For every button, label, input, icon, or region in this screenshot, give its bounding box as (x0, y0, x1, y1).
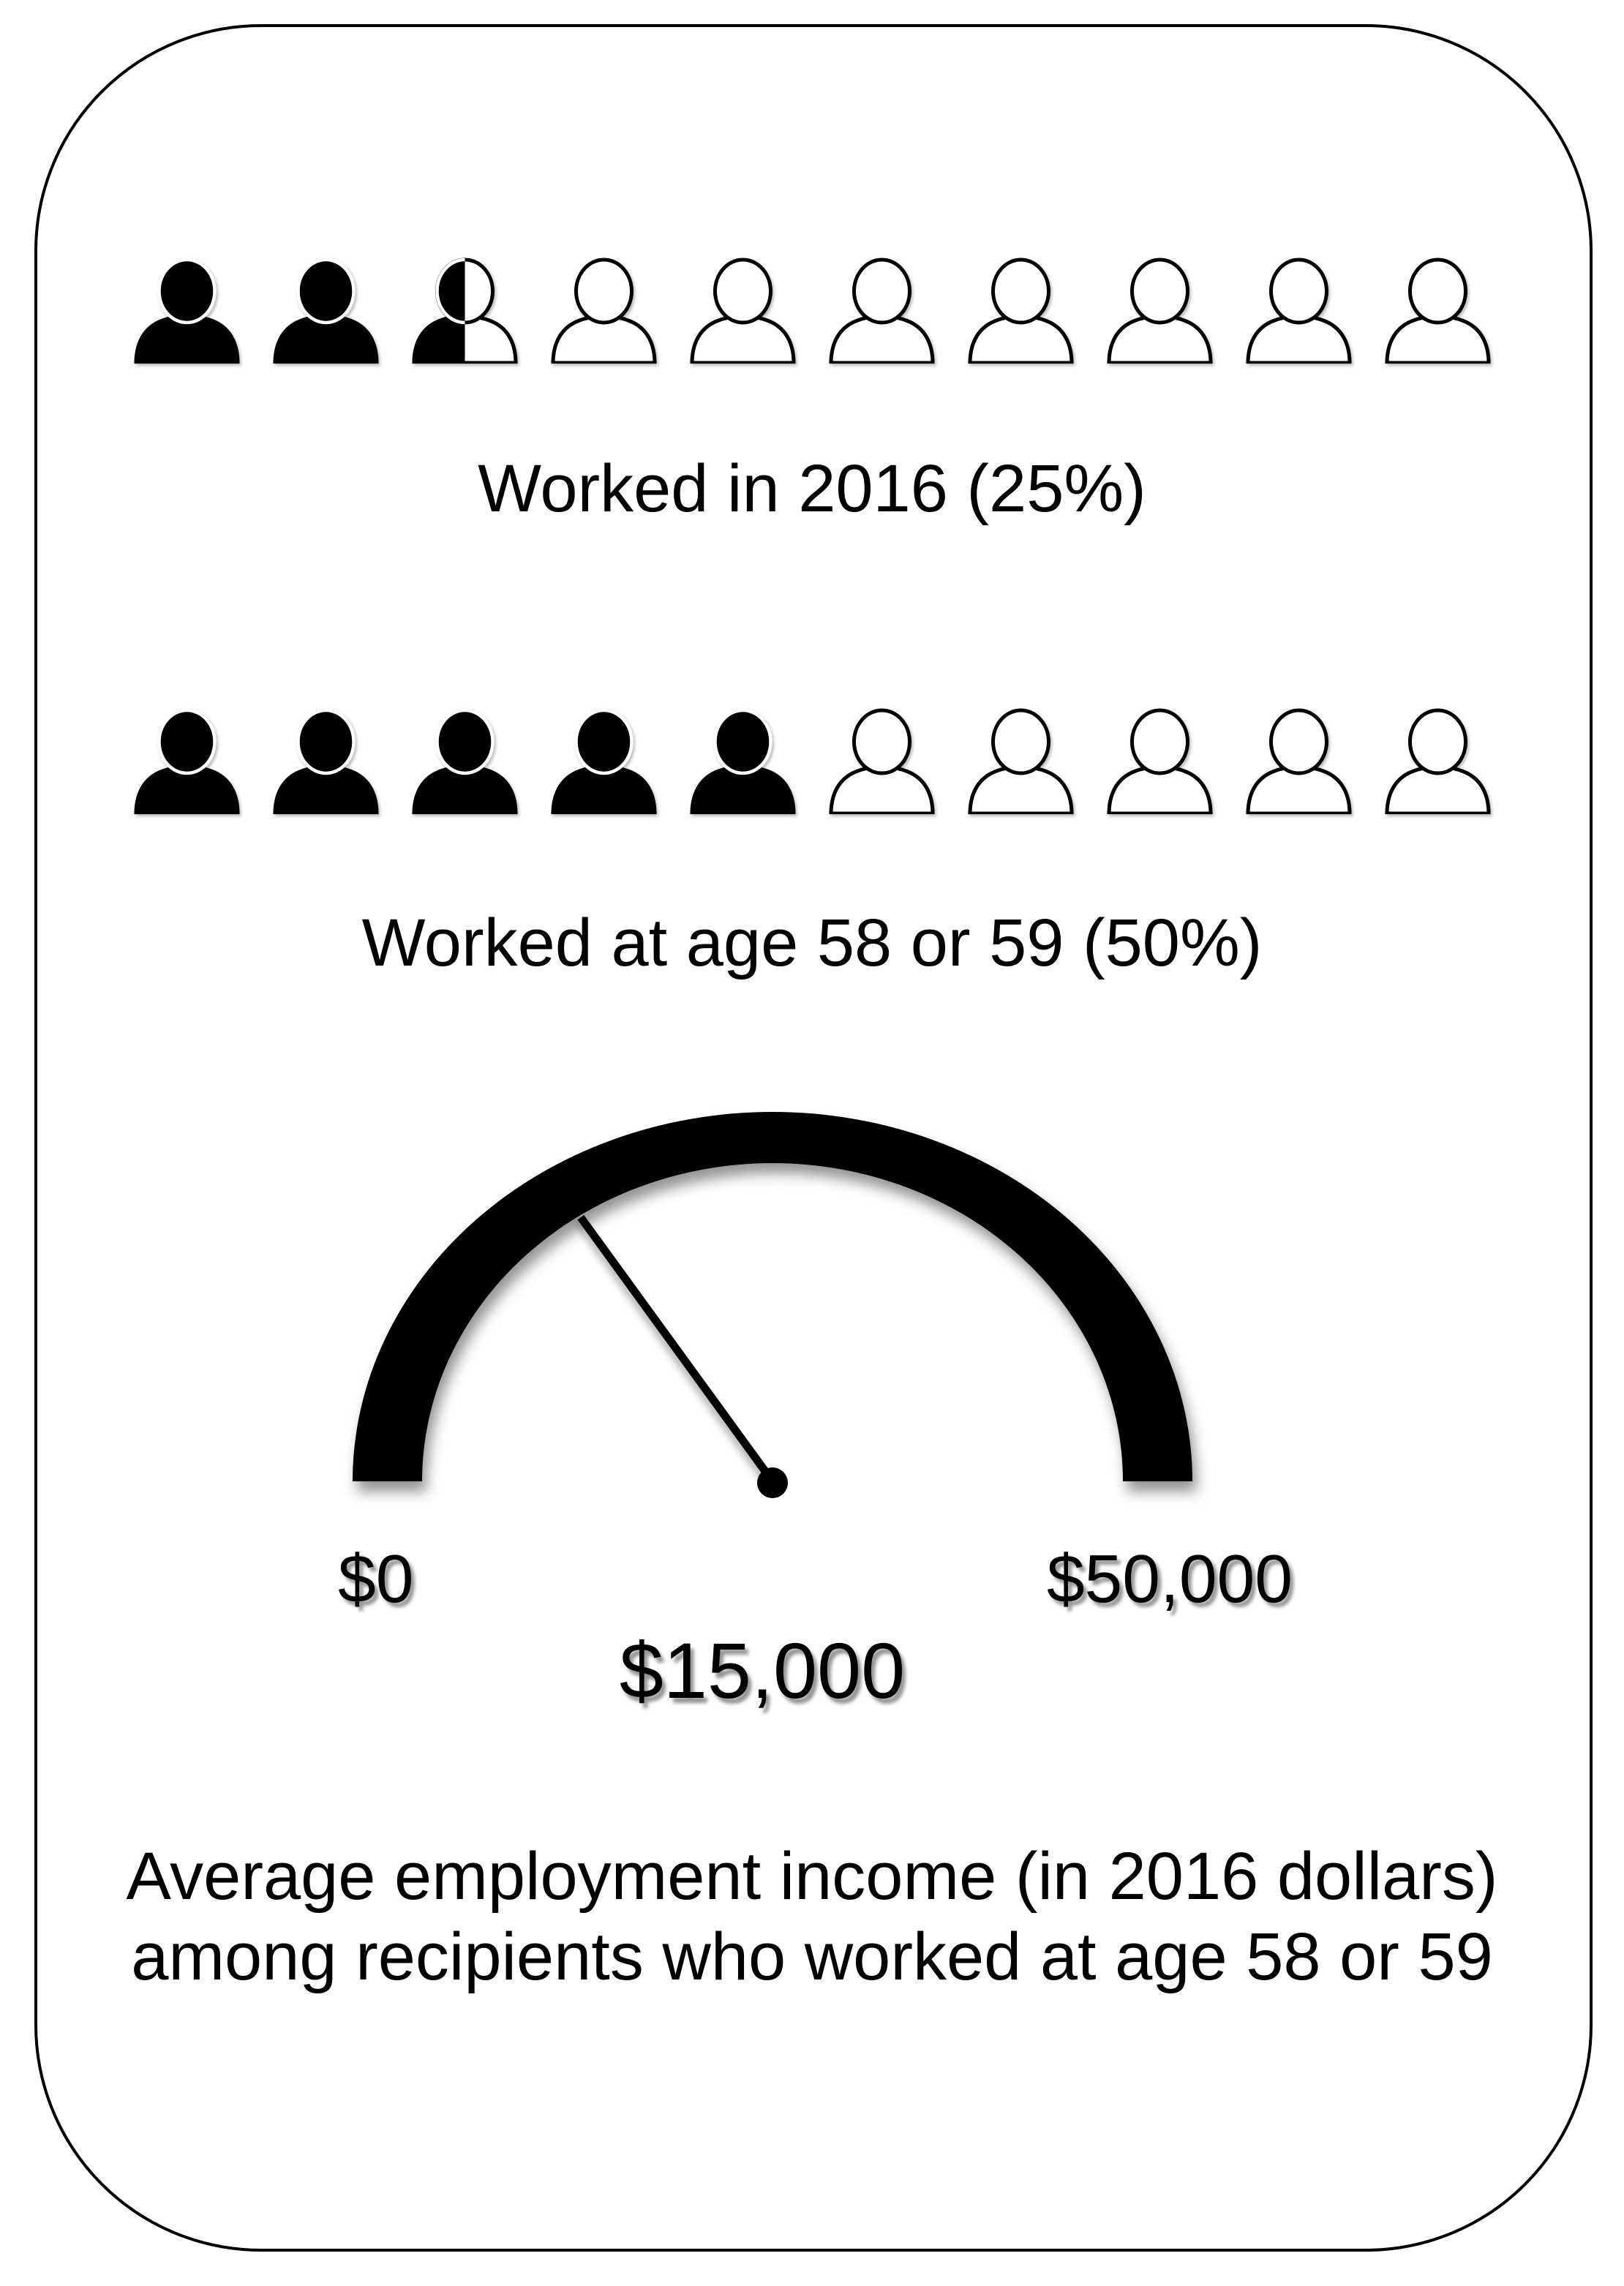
person-icon-outline (829, 708, 935, 814)
income-gauge (353, 1112, 1192, 1498)
person-icon-outline (1385, 708, 1491, 814)
gauge-needle-group (577, 1214, 776, 1484)
person-icon-filled (273, 708, 379, 814)
person-icon-filled (134, 708, 240, 814)
person-icon-outline (551, 257, 657, 364)
gauge-value-label: $15,000 (619, 1626, 906, 1715)
person-icon-filled (690, 708, 796, 814)
person-icon-filled (134, 257, 240, 364)
gauge-pivot-dot (757, 1467, 788, 1498)
person-icon-outline (1107, 708, 1213, 814)
person-icon-outline (1385, 257, 1491, 364)
pictograph-row-worked-2016 (0, 257, 1624, 364)
person-icon-outline (1107, 257, 1213, 364)
gauge-max-label: $50,000 (1046, 1541, 1293, 1617)
person-icon-filled (551, 708, 657, 814)
gauge-needle (577, 1214, 776, 1484)
person-icon-outline (968, 257, 1074, 364)
gauge-caption-line-1: Average employment income (in 2016 dolla… (126, 1839, 1498, 1914)
person-icon-outline (968, 708, 1074, 814)
person-icon-filled (273, 257, 379, 364)
gauge-caption: Average employment income (in 2016 dolla… (0, 1836, 1624, 1998)
person-icon-outline (1246, 708, 1352, 814)
rounded-frame-border (34, 24, 1593, 2252)
gauge-arc (353, 1112, 1192, 1481)
person-icon-outline (1246, 257, 1352, 364)
person-icon-half (412, 257, 518, 364)
person-icon-outline (829, 257, 935, 364)
pictograph-caption-worked-58-59: Worked at age 58 or 59 (50%) (361, 906, 1263, 980)
person-icon-filled (412, 708, 518, 814)
pictograph-row-worked-58-59 (0, 708, 1624, 814)
person-icon-outline (690, 257, 796, 364)
gauge-caption-line-2: among recipients who worked at age 58 or… (131, 1920, 1493, 1995)
pictograph-caption-worked-2016: Worked in 2016 (25%) (478, 451, 1146, 526)
gauge-min-label: $0 (338, 1541, 414, 1617)
